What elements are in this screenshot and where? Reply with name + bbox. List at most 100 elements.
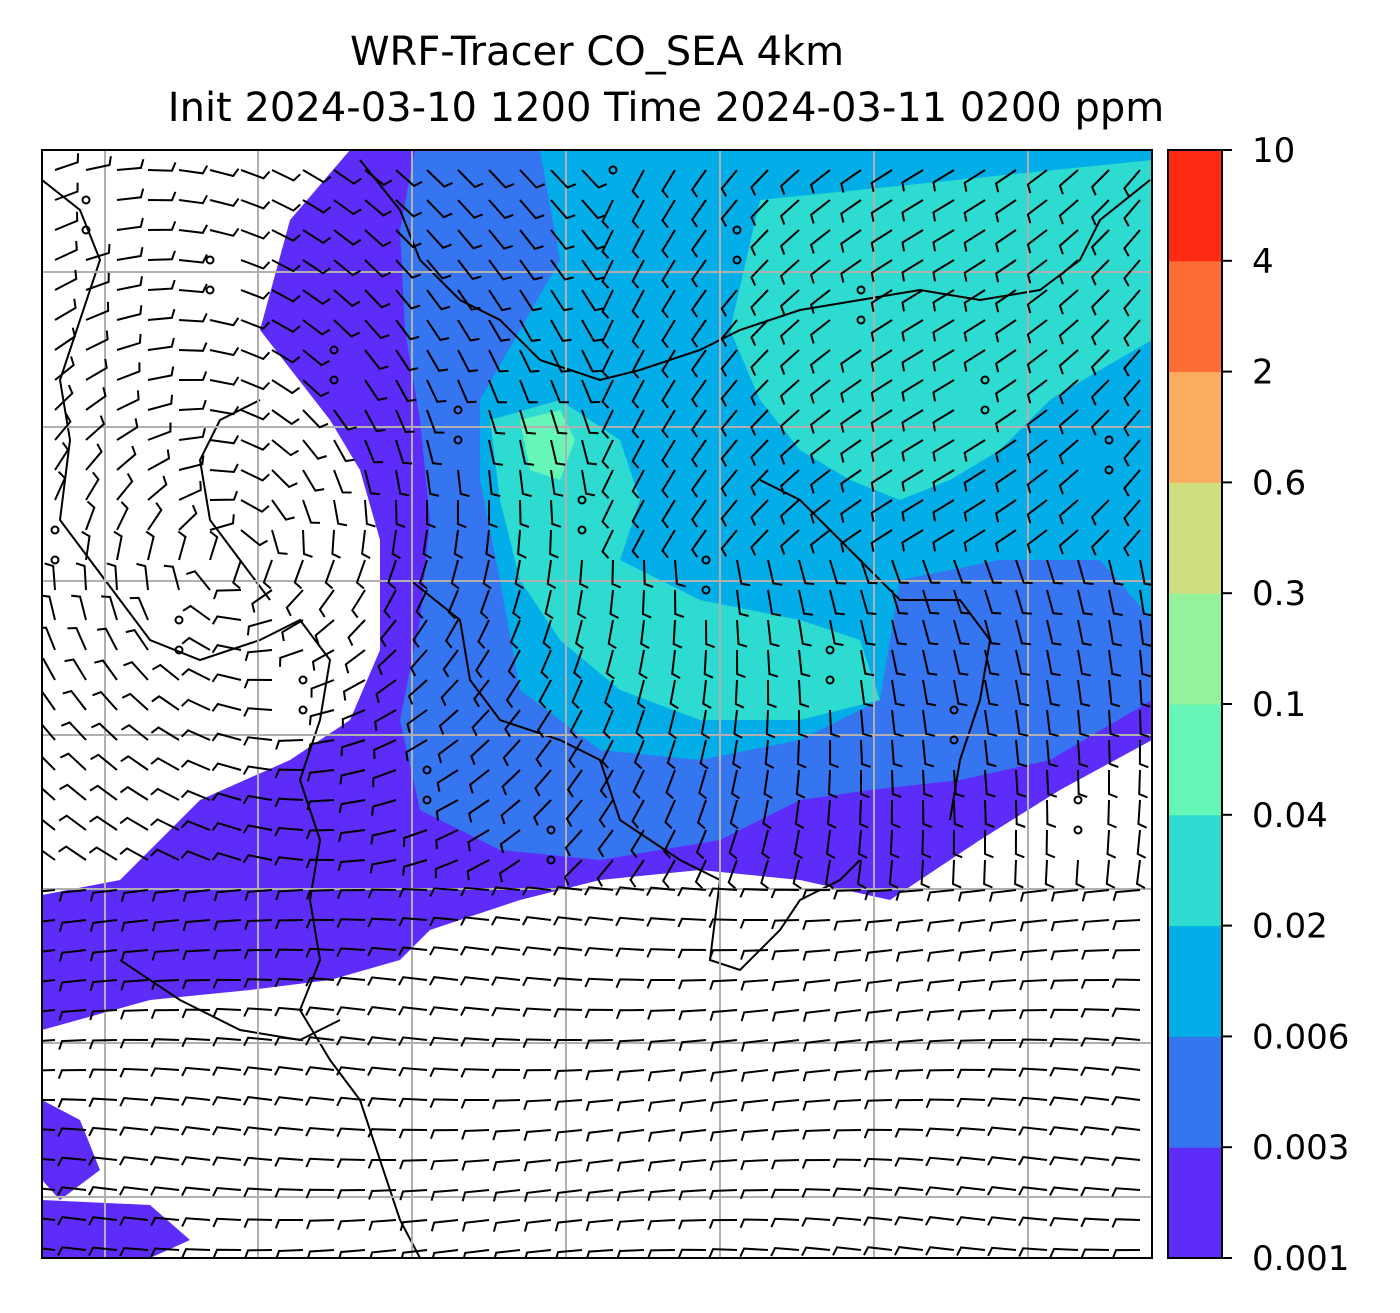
wind-barb bbox=[121, 692, 149, 711]
calm-wind-marker bbox=[577, 495, 587, 505]
wind-barb bbox=[605, 649, 615, 680]
wind-barb bbox=[491, 1037, 521, 1048]
wind-barb bbox=[631, 439, 645, 469]
wind-barb bbox=[42, 594, 56, 621]
wind-barb bbox=[870, 349, 893, 372]
wind-barb bbox=[779, 529, 800, 555]
wind-barb bbox=[364, 409, 386, 433]
wind-barb bbox=[1080, 1037, 1110, 1047]
coastline-4 bbox=[198, 399, 271, 601]
wind-barb bbox=[708, 918, 738, 929]
wind-barb bbox=[333, 259, 361, 277]
wind-barb bbox=[302, 199, 332, 214]
wind-barb bbox=[368, 1219, 397, 1231]
wind-barb bbox=[824, 859, 835, 890]
wind-barb bbox=[601, 229, 614, 259]
wind-barb bbox=[504, 709, 521, 738]
wind-barb bbox=[860, 739, 871, 768]
wind-barb bbox=[895, 979, 924, 992]
wind-barb bbox=[994, 229, 1017, 253]
wind-barb bbox=[888, 859, 899, 889]
wind-barb bbox=[616, 1129, 645, 1142]
wind-barb bbox=[85, 500, 96, 531]
wind-barb bbox=[994, 409, 1017, 433]
wind-barb bbox=[271, 469, 298, 489]
wind-barb bbox=[750, 529, 769, 556]
wind-barb bbox=[88, 1126, 118, 1137]
wind-barb bbox=[832, 1129, 862, 1140]
wind-barb bbox=[333, 439, 355, 463]
wind-barb bbox=[857, 829, 868, 859]
wind-barb bbox=[519, 499, 530, 529]
wind-barb bbox=[568, 739, 583, 769]
wind-barb bbox=[305, 1157, 335, 1168]
wind-barb bbox=[709, 1129, 738, 1142]
wind-barb bbox=[932, 439, 955, 462]
wind-barb bbox=[1111, 949, 1141, 960]
wind-barb bbox=[832, 1187, 862, 1198]
wind-barb bbox=[860, 559, 878, 585]
wind-barb bbox=[550, 199, 576, 220]
wind-barb bbox=[422, 529, 432, 560]
colorbar-tick-label-9: 4 bbox=[1252, 242, 1274, 282]
wind-barb bbox=[666, 739, 676, 770]
wind-barb bbox=[274, 977, 304, 988]
wind-barb bbox=[833, 979, 862, 992]
wind-barb bbox=[59, 752, 87, 771]
wind-barb bbox=[801, 1217, 831, 1227]
wind-barb bbox=[240, 529, 268, 547]
wind-barb bbox=[809, 379, 831, 404]
wind-barb bbox=[793, 829, 803, 860]
wind-barb bbox=[963, 199, 986, 222]
wind-barb bbox=[554, 1069, 583, 1080]
wind-barb bbox=[341, 709, 366, 729]
wind-barb bbox=[690, 199, 707, 228]
wind-barb bbox=[585, 1129, 614, 1142]
wind-barb bbox=[58, 1009, 87, 1021]
calm-wind-marker bbox=[1104, 435, 1114, 445]
wind-barb bbox=[647, 1129, 676, 1142]
wind-barb bbox=[54, 153, 80, 171]
wind-barb bbox=[181, 1248, 211, 1258]
wind-barb bbox=[870, 379, 893, 402]
wind-barb bbox=[274, 826, 304, 837]
wind-barb bbox=[85, 415, 106, 441]
wind-barb bbox=[271, 199, 301, 212]
wind-barb bbox=[802, 1009, 831, 1022]
wind-barb bbox=[522, 886, 552, 896]
wind-barb bbox=[767, 619, 780, 648]
wind-barb bbox=[302, 349, 330, 367]
wind-barb bbox=[243, 736, 273, 746]
wind-barb bbox=[661, 259, 676, 289]
wind-barb bbox=[1111, 1096, 1141, 1106]
wind-barb bbox=[62, 689, 87, 711]
wind-barb bbox=[1026, 319, 1048, 344]
wind-barb bbox=[64, 658, 87, 681]
wind-barb bbox=[983, 859, 993, 889]
wind-barb bbox=[302, 409, 329, 429]
wind-barb bbox=[832, 1216, 862, 1227]
wind-barb bbox=[1044, 859, 1055, 889]
wind-barb bbox=[925, 1098, 955, 1109]
wind-barb bbox=[305, 829, 335, 840]
wind-barb bbox=[932, 349, 955, 372]
wind-barb bbox=[771, 949, 800, 961]
wind-barb bbox=[596, 859, 614, 887]
wind-barb bbox=[305, 918, 335, 929]
wind-barb bbox=[429, 1098, 459, 1109]
wind-barb bbox=[833, 1009, 862, 1022]
wind-barb bbox=[211, 822, 242, 832]
wind-barb bbox=[491, 1068, 521, 1079]
wind-barb bbox=[1058, 499, 1079, 525]
wind-barb bbox=[736, 649, 746, 679]
wind-barb bbox=[54, 240, 78, 261]
wind-barb bbox=[367, 1066, 397, 1077]
wind-barb bbox=[677, 948, 707, 959]
wind-barb bbox=[305, 977, 335, 987]
wind-barb bbox=[244, 1249, 273, 1258]
wind-barb bbox=[336, 1006, 366, 1016]
wind-barb bbox=[779, 199, 800, 225]
wind-barb bbox=[1075, 859, 1085, 889]
wind-barb bbox=[485, 529, 495, 559]
wind-barb bbox=[85, 243, 111, 261]
